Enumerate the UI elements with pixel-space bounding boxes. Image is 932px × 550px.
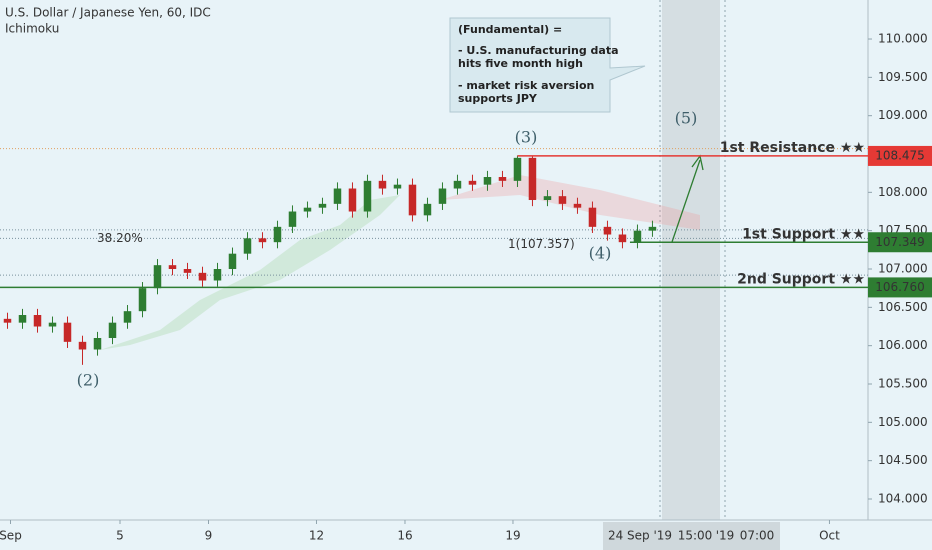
candle-body (438, 188, 447, 204)
price-tag (868, 232, 932, 253)
wave-label: (5) (675, 109, 698, 128)
candle-body (33, 315, 42, 327)
y-tick-label: 110.000 (878, 32, 928, 46)
wave-label: (2) (77, 371, 100, 390)
candle-body (393, 184, 402, 189)
candle-body (183, 269, 192, 273)
cursor-label: 07:00 (740, 529, 775, 543)
fib-label: 38.20% (97, 231, 143, 245)
x-tick-label: 9 (205, 529, 213, 543)
price-tag (868, 277, 932, 298)
candle-body (48, 322, 57, 327)
x-tick-label: Oct (819, 529, 840, 543)
price-tag-label: 107.349 (875, 235, 925, 249)
candle-body (168, 265, 177, 270)
x-tick-label: Sep (0, 529, 22, 543)
level-name: 1st Support ★★ (742, 226, 865, 242)
y-tick-label: 105.000 (878, 415, 928, 429)
x-tick-label: 5 (116, 529, 124, 543)
candle-body (138, 288, 147, 312)
candle-body (213, 269, 222, 281)
candle-body (363, 180, 372, 212)
cursor-label: '19 (716, 529, 735, 543)
y-tick-label: 104.500 (878, 453, 928, 467)
x-tick-label: 16 (397, 529, 412, 543)
candle-body (93, 338, 102, 350)
arrow (671, 159, 701, 243)
y-tick-label: 108.000 (878, 185, 928, 199)
candle-body (288, 211, 297, 227)
candle-body (123, 311, 132, 323)
ichimoku-cloud (100, 195, 400, 350)
cursor-box (603, 522, 780, 550)
note-text: supports JPY (458, 92, 538, 105)
candle-body (348, 188, 357, 212)
fib-value-label: 1(107.357) (508, 237, 575, 251)
note-text: (Fundamental) = (458, 23, 562, 36)
candle-body (423, 203, 432, 216)
candle-body (243, 238, 252, 254)
price-tag (868, 145, 932, 166)
candle-body (318, 203, 327, 208)
y-tick-label: 105.500 (878, 377, 928, 391)
note-text: - market risk aversion (458, 79, 594, 92)
y-tick-label: 106.500 (878, 300, 928, 314)
candle-body (453, 180, 462, 189)
note-text: hits five month high (458, 57, 583, 70)
candle-body (588, 207, 597, 227)
candle-body (273, 226, 282, 243)
cursor-label: 15:00 (678, 529, 713, 543)
price-tag-label: 106.760 (875, 280, 925, 294)
candle-body (18, 315, 27, 323)
candle-body (618, 234, 627, 243)
y-tick-label: 109.500 (878, 70, 928, 84)
candle-body (528, 157, 537, 201)
x-tick-label: 12 (309, 529, 324, 543)
candle-body (648, 226, 657, 231)
candle-body (558, 196, 567, 204)
wave-label: (3) (515, 128, 538, 147)
candle-body (198, 272, 207, 281)
cursor-label: 24 Sep '19 (608, 529, 672, 543)
candle-body (63, 322, 72, 342)
chart-subtitle: Ichimoku (5, 22, 59, 36)
time-highlight (662, 0, 720, 520)
candle-body (153, 265, 162, 289)
candle-body (3, 318, 12, 323)
candle-body (603, 226, 612, 235)
note-box (449, 17, 646, 113)
note-text: - U.S. manufacturing data (458, 44, 619, 57)
wave-label: (4) (589, 244, 612, 263)
candle-body (333, 188, 342, 204)
level-name: 2nd Support ★★ (737, 271, 865, 287)
chart-title: U.S. Dollar / Japanese Yen, 60, IDC (5, 6, 211, 20)
y-tick-label: 107.000 (878, 262, 928, 276)
candle-body (78, 341, 87, 350)
price-tag-label: 108.475 (875, 148, 925, 162)
y-tick-label: 106.000 (878, 338, 928, 352)
x-tick-label: 19 (505, 529, 520, 543)
candle-body (228, 253, 237, 270)
candle-body (543, 196, 552, 201)
candle-body (483, 177, 492, 185)
candle-body (573, 203, 582, 208)
ichimoku-cloud (440, 175, 700, 230)
candle-body (633, 230, 642, 243)
y-tick-label: 109.000 (878, 108, 928, 122)
candle-body (378, 180, 387, 189)
candle-body (498, 177, 507, 181)
candle-body (303, 207, 312, 212)
y-tick-label: 104.000 (878, 491, 928, 505)
candle-body (108, 322, 117, 339)
candle-body (408, 184, 417, 216)
candle-body (468, 180, 477, 185)
candle-body (258, 238, 267, 243)
level-name: 1st Resistance ★★ (720, 140, 865, 156)
candle-body (513, 157, 522, 181)
